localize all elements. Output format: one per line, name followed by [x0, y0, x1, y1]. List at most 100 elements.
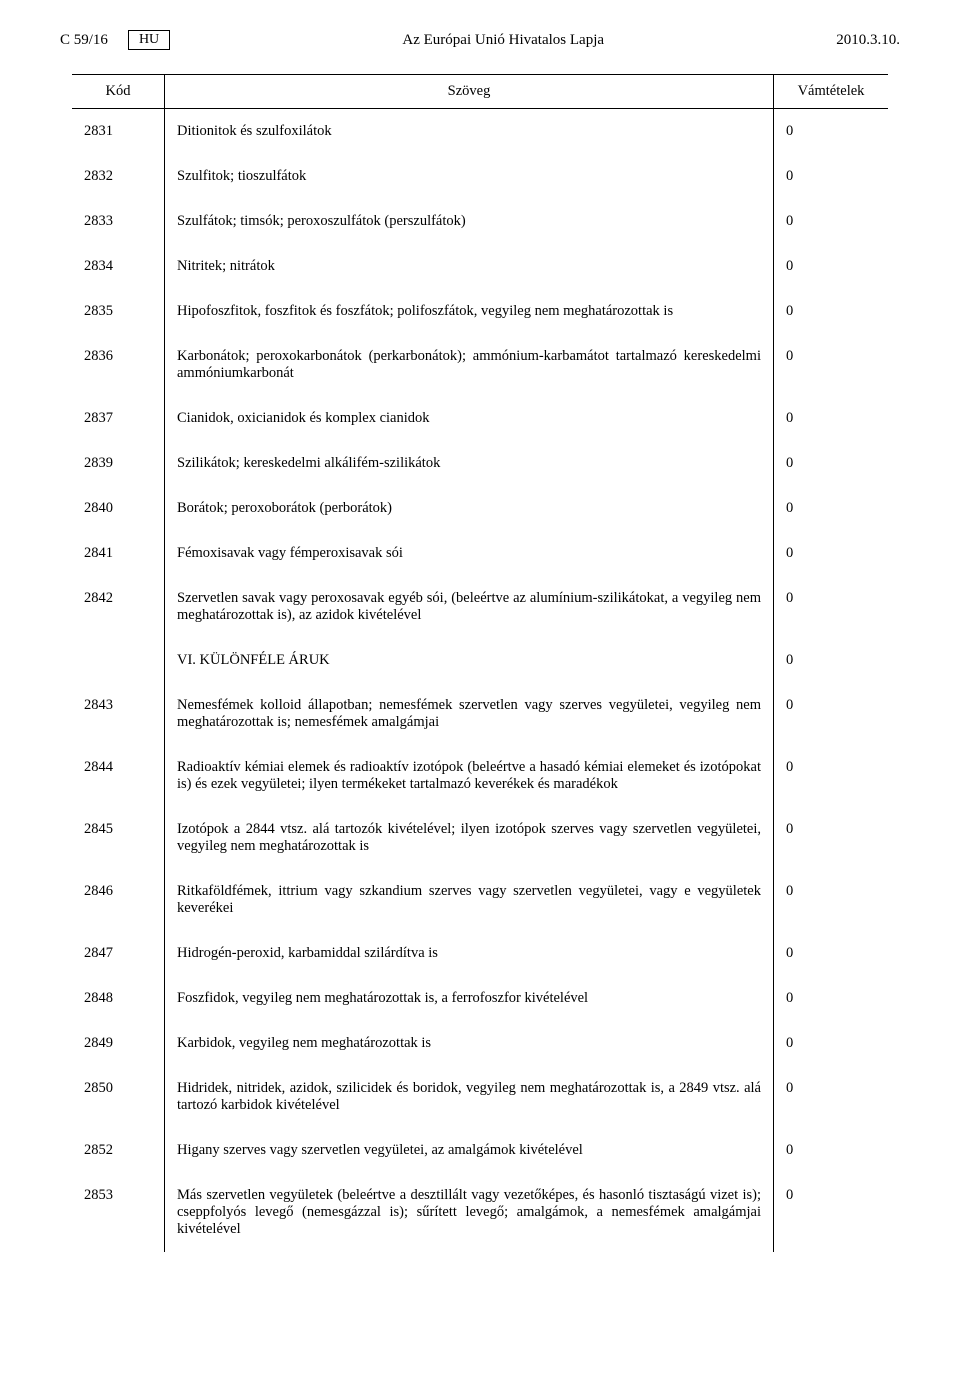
cell-code: 2852 [72, 1128, 165, 1173]
table-row: 2840Borátok; peroxoborátok (perborátok)0 [72, 486, 888, 531]
cell-text: Nitritek; nitrátok [165, 244, 774, 289]
cell-code: 2834 [72, 244, 165, 289]
cell-text: Nemesfémek kolloid állapotban; nemesféme… [165, 683, 774, 745]
cell-rate: 0 [774, 1021, 889, 1066]
cell-text: Borátok; peroxoborátok (perborátok) [165, 486, 774, 531]
table-row: 2852Higany szerves vagy szervetlen vegyü… [72, 1128, 888, 1173]
cell-text: Más szervetlen vegyületek (beleértve a d… [165, 1173, 774, 1252]
table-head: Kód Szöveg Vámtételek [72, 75, 888, 109]
lang-code: HU [128, 30, 170, 50]
cell-code: 2850 [72, 1066, 165, 1128]
cell-code: 2835 [72, 289, 165, 334]
table-header-row: Kód Szöveg Vámtételek [72, 75, 888, 109]
table-body: 2831Ditionitok és szulfoxilátok02832Szul… [72, 109, 888, 1253]
page-header: C 59/16 HU Az Európai Unió Hivatalos Lap… [60, 30, 900, 50]
cell-text: Radioaktív kémiai elemek és radioaktív i… [165, 745, 774, 807]
cell-rate: 0 [774, 745, 889, 807]
table-row: 2834Nitritek; nitrátok0 [72, 244, 888, 289]
table-row: 2839Szilikátok; kereskedelmi alkálifém-s… [72, 441, 888, 486]
cell-text: Higany szerves vagy szervetlen vegyülete… [165, 1128, 774, 1173]
cell-code: 2841 [72, 531, 165, 576]
cell-code: 2853 [72, 1173, 165, 1252]
cell-code: 2842 [72, 576, 165, 638]
cell-text: Hipofoszfitok, foszfitok és foszfátok; p… [165, 289, 774, 334]
cell-code: 2843 [72, 683, 165, 745]
cell-code: 2844 [72, 745, 165, 807]
table-row: VI. KÜLÖNFÉLE ÁRUK0 [72, 638, 888, 683]
cell-text: Szulfitok; tioszulfátok [165, 154, 774, 199]
cell-code: 2833 [72, 199, 165, 244]
cell-code: 2831 [72, 109, 165, 155]
cell-text: Ditionitok és szulfoxilátok [165, 109, 774, 155]
cell-code: 2848 [72, 976, 165, 1021]
cell-rate: 0 [774, 576, 889, 638]
table-row: 2832Szulfitok; tioszulfátok0 [72, 154, 888, 199]
cell-code: 2846 [72, 869, 165, 931]
cell-rate: 0 [774, 931, 889, 976]
table-row: 2842Szervetlen savak vagy peroxosavak eg… [72, 576, 888, 638]
cell-rate: 0 [774, 1173, 889, 1252]
cell-rate: 0 [774, 486, 889, 531]
col-header-rate: Vámtételek [774, 75, 889, 109]
cell-rate: 0 [774, 531, 889, 576]
cell-rate: 0 [774, 154, 889, 199]
journal-title: Az Európai Unió Hivatalos Lapja [170, 32, 836, 49]
col-header-text: Szöveg [165, 75, 774, 109]
cell-code: 2840 [72, 486, 165, 531]
cell-code [72, 638, 165, 683]
cell-rate: 0 [774, 807, 889, 869]
cell-code: 2832 [72, 154, 165, 199]
table-row: 2847Hidrogén-peroxid, karbamiddal szilár… [72, 931, 888, 976]
table-row: 2837Cianidok, oxicianidok és komplex cia… [72, 396, 888, 441]
cell-rate: 0 [774, 109, 889, 155]
table-row: 2849Karbidok, vegyileg nem meghatározott… [72, 1021, 888, 1066]
cell-rate: 0 [774, 1066, 889, 1128]
table-row: 2846Ritkaföldfémek, ittrium vagy szkandi… [72, 869, 888, 931]
col-header-code: Kód [72, 75, 165, 109]
cell-text: Foszfidok, vegyileg nem meghatározottak … [165, 976, 774, 1021]
cell-code: 2849 [72, 1021, 165, 1066]
cell-rate: 0 [774, 976, 889, 1021]
cell-text: Hidridek, nitridek, azidok, szilicidek é… [165, 1066, 774, 1128]
cell-text: Karbidok, vegyileg nem meghatározottak i… [165, 1021, 774, 1066]
cell-rate: 0 [774, 638, 889, 683]
cell-rate: 0 [774, 869, 889, 931]
cell-rate: 0 [774, 199, 889, 244]
table-row: 2833Szulfátok; timsók; peroxoszulfátok (… [72, 199, 888, 244]
table-row: 2835Hipofoszfitok, foszfitok és foszfáto… [72, 289, 888, 334]
table-row: 2848Foszfidok, vegyileg nem meghatározot… [72, 976, 888, 1021]
table-row: 2831Ditionitok és szulfoxilátok0 [72, 109, 888, 155]
cell-rate: 0 [774, 396, 889, 441]
table-row: 2836Karbonátok; peroxokarbonátok (perkar… [72, 334, 888, 396]
cell-text: Szilikátok; kereskedelmi alkálifém-szili… [165, 441, 774, 486]
cell-rate: 0 [774, 334, 889, 396]
page: C 59/16 HU Az Európai Unió Hivatalos Lap… [0, 0, 960, 1292]
table-row: 2841Fémoxisavak vagy fémperoxisavak sói0 [72, 531, 888, 576]
header-left: C 59/16 HU [60, 30, 170, 50]
table-row: 2844Radioaktív kémiai elemek és radioakt… [72, 745, 888, 807]
tariff-table: Kód Szöveg Vámtételek 2831Ditionitok és … [72, 75, 888, 1252]
cell-text: Szervetlen savak vagy peroxosavak egyéb … [165, 576, 774, 638]
table-row: 2853Más szervetlen vegyületek (beleértve… [72, 1173, 888, 1252]
cell-text: Fémoxisavak vagy fémperoxisavak sói [165, 531, 774, 576]
cell-code: 2847 [72, 931, 165, 976]
cell-code: 2836 [72, 334, 165, 396]
table-row: 2843Nemesfémek kolloid állapotban; nemes… [72, 683, 888, 745]
cell-text: Ritkaföldfémek, ittrium vagy szkandium s… [165, 869, 774, 931]
cell-text: Hidrogén-peroxid, karbamiddal szilárdítv… [165, 931, 774, 976]
cell-code: 2837 [72, 396, 165, 441]
cell-text: Karbonátok; peroxokarbonátok (perkarboná… [165, 334, 774, 396]
table-row: 2845Izotópok a 2844 vtsz. alá tartozók k… [72, 807, 888, 869]
cell-rate: 0 [774, 244, 889, 289]
table-row: 2850Hidridek, nitridek, azidok, szilicid… [72, 1066, 888, 1128]
cell-rate: 0 [774, 683, 889, 745]
cell-text: Izotópok a 2844 vtsz. alá tartozók kivét… [165, 807, 774, 869]
cell-text: VI. KÜLÖNFÉLE ÁRUK [165, 638, 774, 683]
cell-rate: 0 [774, 1128, 889, 1173]
header-date: 2010.3.10. [836, 32, 900, 49]
cell-text: Cianidok, oxicianidok és komplex cianido… [165, 396, 774, 441]
cell-text: Szulfátok; timsók; peroxoszulfátok (pers… [165, 199, 774, 244]
cell-rate: 0 [774, 289, 889, 334]
cell-code: 2845 [72, 807, 165, 869]
cell-code: 2839 [72, 441, 165, 486]
